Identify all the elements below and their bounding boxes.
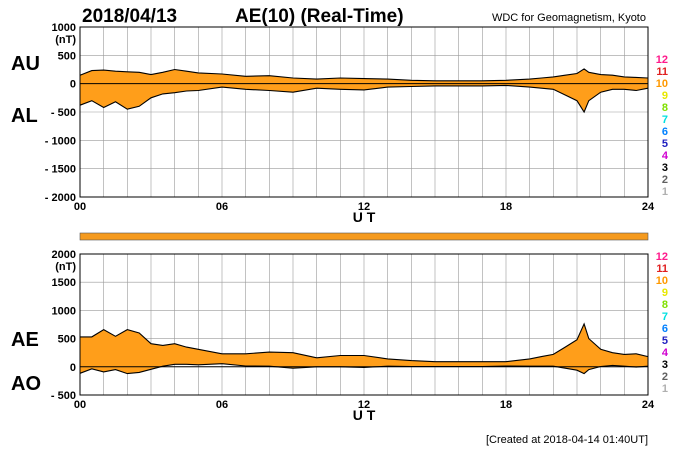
station-count-legend-item: 5 — [662, 335, 668, 347]
station-count-legend-item: 4 — [662, 150, 669, 162]
x-tick-label: 12 — [358, 201, 370, 213]
station-count-legend-item: 6 — [662, 126, 668, 138]
station-count-legend-item: 3 — [662, 162, 668, 174]
y-tick-label: 2000 — [52, 249, 76, 261]
x-tick-label: 24 — [642, 201, 655, 213]
y-tick-label: 500 — [58, 50, 76, 62]
y-tick-label: - 500 — [51, 390, 76, 402]
x-tick-label: 00 — [74, 399, 86, 411]
station-count-legend-item: 2 — [662, 371, 668, 383]
x-tick-label: 24 — [642, 399, 655, 411]
station-count-legend-item: 9 — [662, 287, 668, 299]
station-count-legend-item: 12 — [656, 54, 668, 66]
ae-ao-panel: 2000 1500 1000 500 0 - 500 (nT) 00 06 12 18 24 U T AE… — [11, 249, 655, 423]
band-fill-area — [80, 68, 648, 112]
y-unit-label: (nT) — [55, 34, 76, 46]
date-label: 2018/04/13 — [82, 6, 177, 27]
station-count-legend-item: 2 — [662, 174, 668, 186]
au-al-panel: 1000 500 0 - 500 - 1000 - 1500 - 2000 (nT) 00 06 1… — [11, 22, 655, 225]
x-tick-label: 06 — [216, 399, 228, 411]
y-tick-label: - 1500 — [45, 164, 76, 176]
y-unit-label: (nT) — [55, 261, 76, 273]
y-tick-label: - 500 — [51, 107, 76, 119]
y-tick-label: 1500 — [52, 277, 76, 289]
x-axis-label: U T — [353, 209, 376, 225]
band-fill-area — [80, 323, 648, 374]
x-tick-label: 06 — [216, 201, 228, 213]
plot-frame — [79, 253, 649, 396]
station-count-legend-item: 8 — [662, 102, 668, 114]
x-tick-label: 18 — [500, 399, 512, 411]
data-coverage-strip — [79, 232, 649, 241]
station-count-legend-item: 6 — [662, 323, 668, 335]
x-axis-label: U T — [353, 407, 376, 423]
station-count-legend-item: 4 — [662, 347, 669, 359]
station-count-legend-item: 10 — [656, 78, 668, 90]
y-tick-label: 1000 — [52, 22, 76, 34]
upper-series-label: AU — [11, 53, 40, 75]
series-line-ae — [80, 322, 649, 363]
y-tick-label: 500 — [58, 334, 76, 346]
figure-title: AE(10) (Real-Time) — [235, 6, 404, 27]
station-count-legend-item: 9 — [662, 90, 668, 102]
station-count-legend-item: 11 — [656, 263, 668, 275]
station-count-legend-item: 8 — [662, 299, 668, 311]
station-count-legend-item: 1 — [662, 383, 668, 395]
lower-series-label: AO — [11, 373, 41, 395]
y-tick-label: - 1000 — [45, 135, 76, 147]
y-tick-label: 1000 — [52, 305, 76, 317]
station-count-legend-item: 5 — [662, 138, 668, 150]
series-line-al — [79, 84, 649, 114]
station-count-legend-item: 1 — [662, 186, 668, 198]
x-tick-label: 00 — [74, 201, 86, 213]
upper-series-label: AE — [11, 329, 39, 351]
lower-series-label: AL — [11, 105, 38, 127]
y-tick-label: - 2000 — [45, 192, 76, 204]
y-tick-label: 0 — [70, 79, 76, 91]
x-tick-label: 18 — [500, 201, 512, 213]
station-count-legend-item: 12 — [656, 251, 668, 263]
station-count-legend-item: 10 — [656, 275, 668, 287]
station-count-legend-item: 3 — [662, 359, 668, 371]
source-label: WDC for Geomagnetism, Kyoto — [492, 12, 646, 24]
x-tick-label: 12 — [358, 399, 370, 411]
plot-frame — [79, 26, 649, 198]
created-timestamp: [Created at 2018-04-14 01:40UT] — [486, 434, 648, 446]
station-count-legend-item: 7 — [662, 311, 668, 323]
series-line-au — [79, 68, 649, 82]
y-tick-label: 0 — [70, 362, 76, 374]
station-count-legend-item: 7 — [662, 114, 668, 126]
station-count-legend-item: 11 — [656, 66, 668, 78]
